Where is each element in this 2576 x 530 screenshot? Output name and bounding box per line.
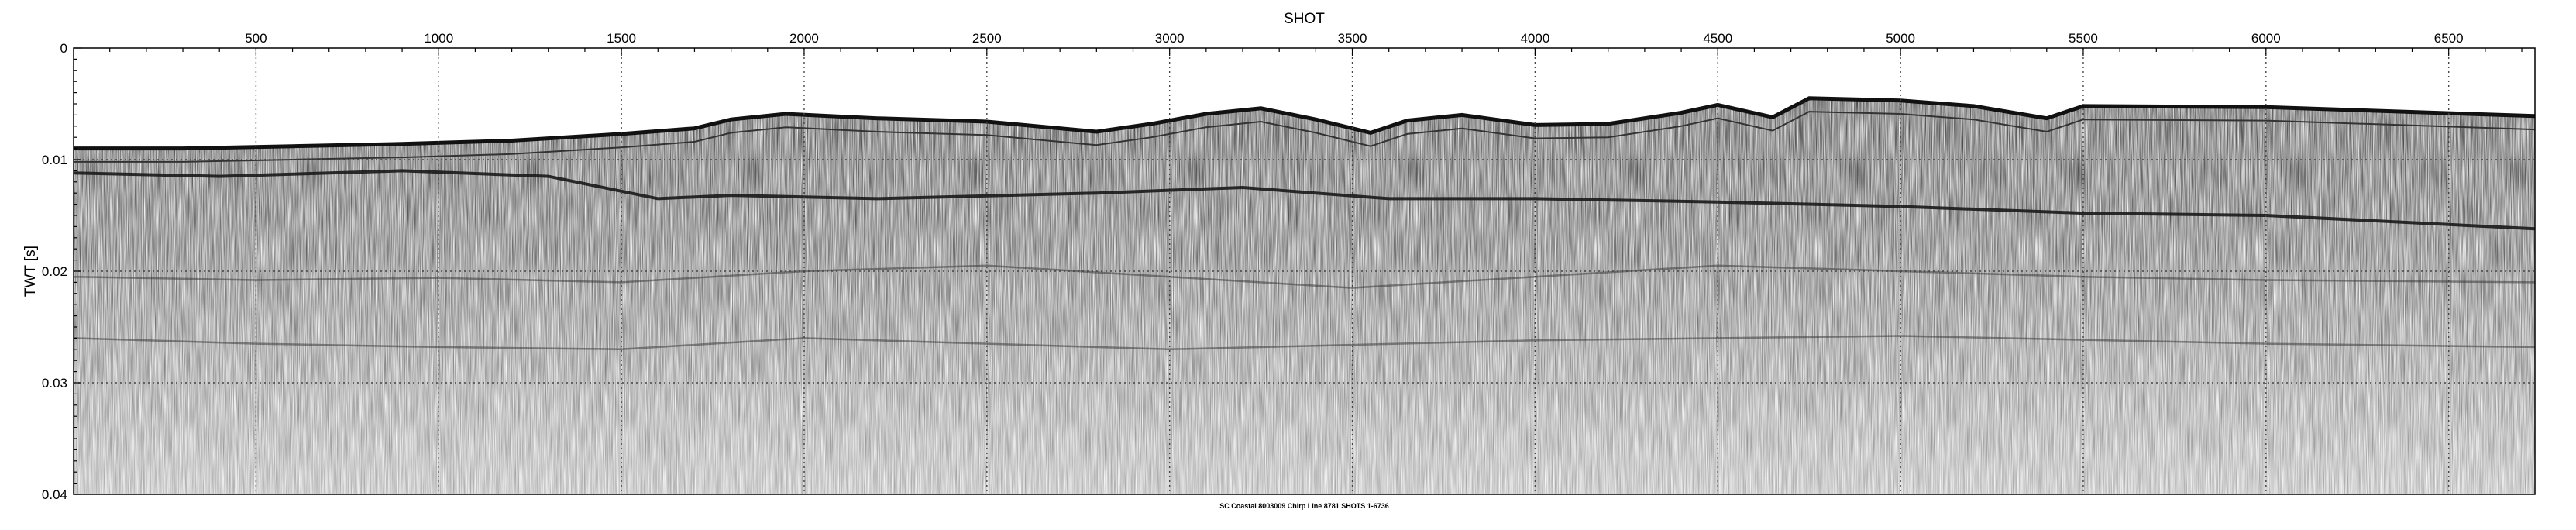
x-tick-label: 6000 [2251,31,2281,46]
y-axis-tick-labels: 0 0.01 0.02 0.03 0.04 [42,41,67,502]
x-axis-tick-labels: 500 1000 1500 2000 2500 3000 3500 4000 4500 5000 5… [245,31,2463,46]
y-tick-label: 0.03 [42,376,67,391]
x-tick-label: 5000 [1886,31,1915,46]
y-tick-label: 0 [60,41,67,56]
reflector-line [74,335,2535,351]
y-tick-label: 0.04 [42,487,67,502]
x-tick-label: 500 [245,31,267,46]
x-tick-label: 6500 [2434,31,2464,46]
grid-lines [74,48,2535,494]
y-tick-label: 0.01 [42,153,67,167]
reflector-line [74,264,2535,289]
x-tick-label: 2000 [789,31,819,46]
reflector-group [74,169,2535,351]
x-tick-label: 3000 [1155,31,1185,46]
y-tick-label: 0.02 [42,264,67,279]
x-tick-label: 1500 [607,31,636,46]
x-tick-label: 2500 [972,31,1002,46]
x-tick-label: 3500 [1338,31,1367,46]
x-tick-label: 4500 [1703,31,1732,46]
plot-frame [73,47,2536,495]
x-tick-label: 5500 [2069,31,2098,46]
x-tick-label: 1000 [424,31,453,46]
figure-caption: SC Coastal 8003009 Chirp Line 8781 SHOTS… [1219,502,1389,510]
y-axis-title: TWT [s] [22,246,39,297]
reflector-line [74,169,2535,231]
x-tick-label: 4000 [1520,31,1549,46]
x-axis-title: SHOT [1284,11,1325,27]
water-column [74,48,2535,148]
